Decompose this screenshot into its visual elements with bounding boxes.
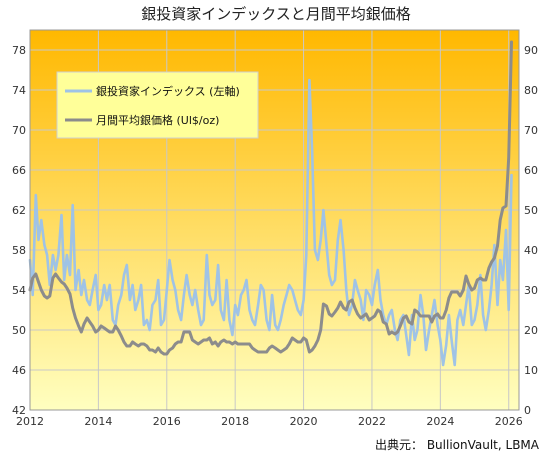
- y-axis-left: 42 46 50 54 58 62 66 70 74 78: [12, 44, 26, 417]
- x-tick-label: 2014: [84, 415, 112, 428]
- x-axis: 2012 2014 2016 2018 2020 2022 2024 2026: [16, 415, 523, 428]
- x-tick-label: 2022: [358, 415, 386, 428]
- y-axis-right: 0 10 20 30 40 50 60 70 80 90: [524, 44, 538, 417]
- y-right-tick-label: 10: [524, 364, 538, 377]
- y-right-tick-label: 80: [524, 84, 538, 97]
- y-right-tick-label: 40: [524, 244, 538, 257]
- y-left-tick-label: 66: [12, 164, 26, 177]
- y-left-tick-label: 74: [12, 84, 26, 97]
- series-line-silver-price: [28, 40, 513, 356]
- legend: 銀投資家インデックス (左軸) 月間平均銀価格 (Ul$/oz): [56, 71, 259, 139]
- x-tick-label: 2020: [290, 415, 318, 428]
- y-right-tick-label: 30: [524, 284, 538, 297]
- legend-label-index: 銀投資家インデックス (左軸): [96, 84, 240, 98]
- x-tick-label: 2012: [16, 415, 44, 428]
- x-tick-label: 2024: [426, 415, 454, 428]
- y-right-tick-label: 20: [524, 324, 538, 337]
- y-right-tick-label: 90: [524, 44, 538, 57]
- y-right-tick-label: 70: [524, 124, 538, 137]
- y-left-tick-label: 58: [12, 244, 26, 257]
- plot-frame: [29, 29, 520, 411]
- x-tick-label: 2026: [495, 415, 523, 428]
- y-right-tick-label: 60: [524, 164, 538, 177]
- chart-title: 銀投資家インデックスと月間平均銀価格: [141, 5, 411, 23]
- x-tick-label: 2018: [221, 415, 249, 428]
- y-left-tick-label: 42: [12, 404, 26, 417]
- legend-box: [56, 71, 259, 139]
- y-left-tick-label: 46: [12, 364, 26, 377]
- y-left-tick-label: 78: [12, 44, 26, 57]
- y-right-tick-label: 0: [524, 404, 531, 417]
- x-tick-label: 2016: [153, 415, 181, 428]
- series-layer: [28, 40, 513, 367]
- legend-label-price: 月間平均銀価格 (Ul$/oz): [96, 113, 219, 127]
- y-left-tick-label: 54: [12, 284, 26, 297]
- y-left-tick-label: 50: [12, 324, 26, 337]
- source-note: 出典元： BullionVault, LBMA: [375, 438, 540, 452]
- y-right-tick-label: 50: [524, 204, 538, 217]
- y-left-tick-label: 70: [12, 124, 26, 137]
- y-left-tick-label: 62: [12, 204, 26, 217]
